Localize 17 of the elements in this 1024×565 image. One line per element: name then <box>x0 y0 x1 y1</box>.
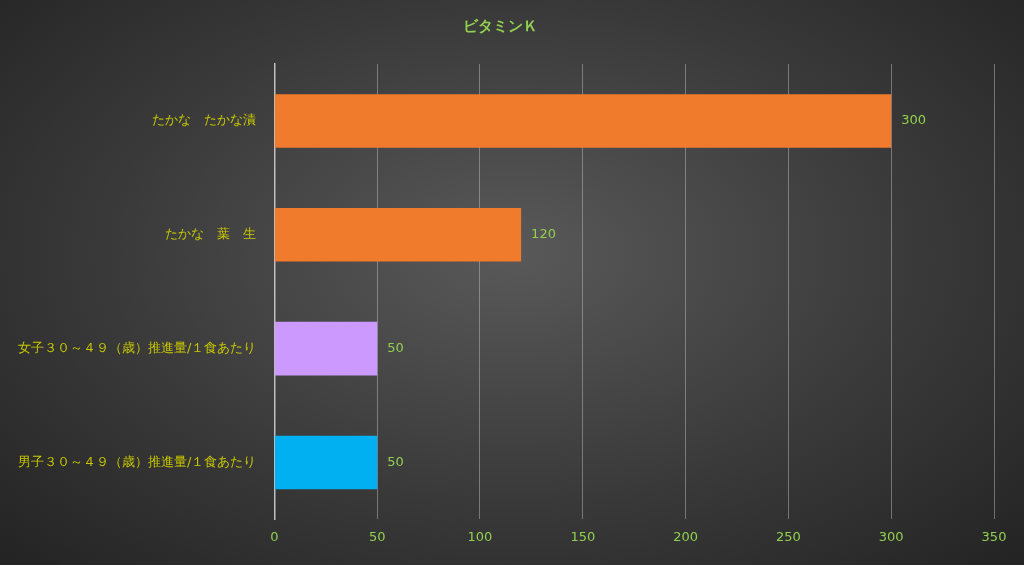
data-label: 300 <box>901 112 927 128</box>
data-label: 50 <box>387 453 404 469</box>
x-tick-label: 150 <box>570 528 596 544</box>
y-tick-label: 女子３０～４９（歳）推進量/１食あたり <box>17 340 257 355</box>
data-label: 50 <box>387 340 404 355</box>
x-tick-label: 250 <box>775 528 801 544</box>
y-tick-label: 男子３０～４９（歳）推進量/１食あたり <box>17 453 257 469</box>
x-tick-label: 50 <box>368 528 386 544</box>
x-tick-label: 100 <box>467 528 493 544</box>
y-tick-label: たかな たかな漬 <box>152 112 257 128</box>
x-tick-label: 0 <box>270 528 279 544</box>
x-tick-label: 300 <box>878 528 904 544</box>
chart-title: ビタミンＫ <box>462 16 538 35</box>
x-tick-label: 200 <box>673 528 699 544</box>
x-tick-label: 350 <box>981 528 1007 544</box>
y-tick-label: たかな 葉 生 <box>165 226 257 242</box>
data-label: 120 <box>531 226 556 242</box>
